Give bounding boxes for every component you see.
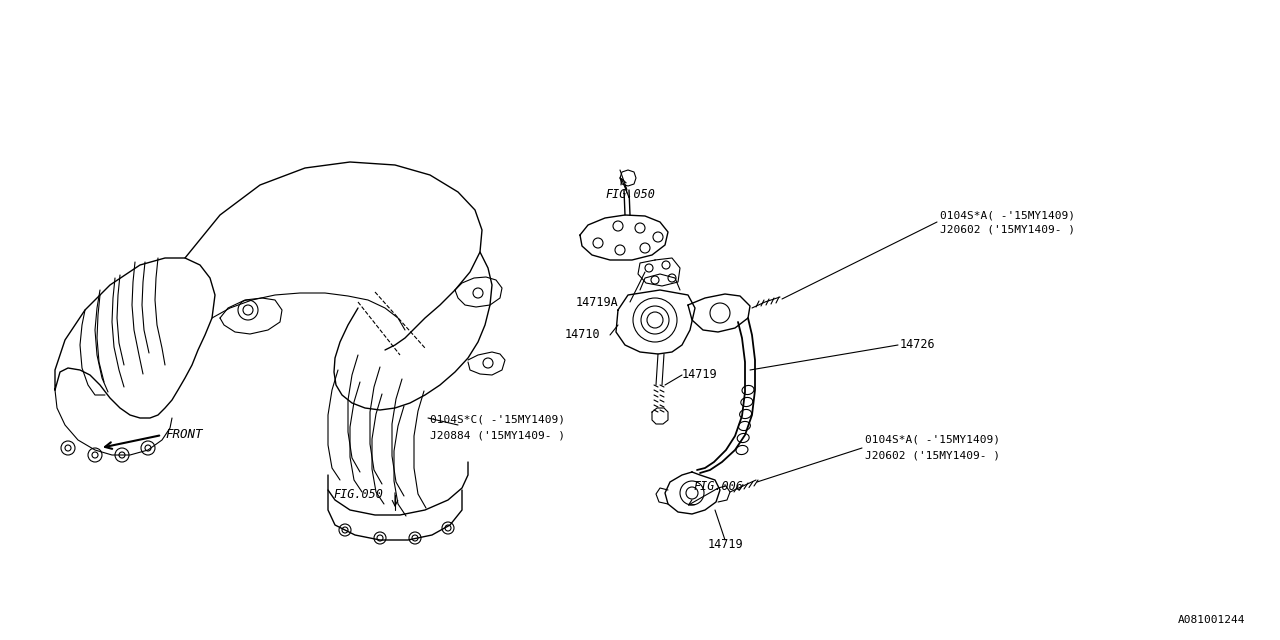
Text: J20602 ('15MY1409- ): J20602 ('15MY1409- ) xyxy=(865,450,1000,460)
Text: 14719A: 14719A xyxy=(575,296,618,308)
Text: FIG.050: FIG.050 xyxy=(333,488,383,502)
Text: 14719: 14719 xyxy=(682,369,718,381)
Text: FIG.006: FIG.006 xyxy=(692,481,742,493)
Text: A081001244: A081001244 xyxy=(1178,615,1245,625)
Text: J20884 ('15MY1409- ): J20884 ('15MY1409- ) xyxy=(430,430,564,440)
Text: FRONT: FRONT xyxy=(165,429,202,442)
Text: FIG.050: FIG.050 xyxy=(605,189,655,202)
Text: 0104S*A( -'15MY1409): 0104S*A( -'15MY1409) xyxy=(940,210,1075,220)
Text: 14719: 14719 xyxy=(707,538,742,552)
Text: 14710: 14710 xyxy=(564,328,600,342)
Text: J20602 ('15MY1409- ): J20602 ('15MY1409- ) xyxy=(940,225,1075,235)
Text: 0104S*C( -'15MY1409): 0104S*C( -'15MY1409) xyxy=(430,415,564,425)
Text: 0104S*A( -'15MY1409): 0104S*A( -'15MY1409) xyxy=(865,435,1000,445)
Text: 14726: 14726 xyxy=(900,339,936,351)
